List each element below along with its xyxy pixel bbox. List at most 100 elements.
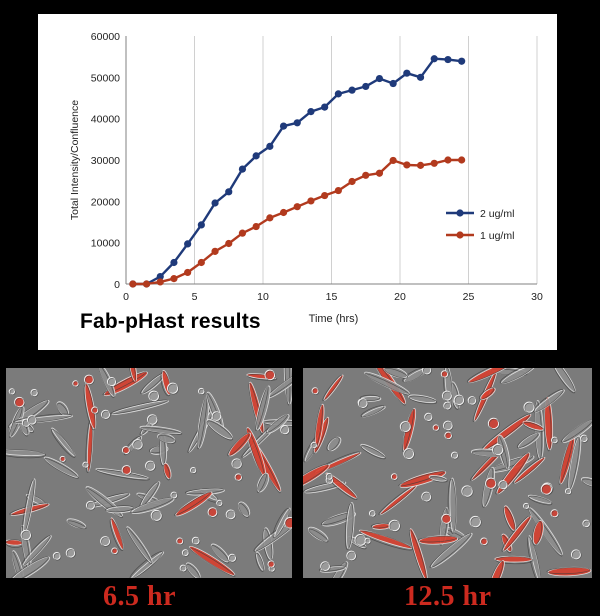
round-cell-edge bbox=[112, 548, 119, 555]
round-cell-edge bbox=[541, 484, 553, 496]
data-point bbox=[334, 90, 342, 98]
cell bbox=[488, 560, 505, 578]
round-cell-edge bbox=[433, 425, 440, 432]
data-point bbox=[211, 247, 219, 255]
round-cell-edge bbox=[441, 371, 449, 379]
data-point bbox=[307, 108, 315, 116]
round-cell-edge bbox=[481, 538, 489, 546]
data-point bbox=[225, 188, 233, 196]
round-cell-edge bbox=[391, 474, 399, 481]
data-point bbox=[321, 191, 329, 200]
caption-12-5-hr: 12.5 hr bbox=[404, 581, 492, 612]
x-axis-title: Time (hrs) bbox=[309, 313, 359, 325]
y-axis-title: Total Intensity/Confluence bbox=[69, 100, 81, 220]
cell bbox=[131, 551, 165, 578]
data-point bbox=[348, 86, 356, 94]
data-point bbox=[307, 197, 315, 205]
round-cell-edge bbox=[192, 537, 201, 546]
cell-edge bbox=[360, 445, 386, 460]
cell-edge bbox=[13, 413, 72, 424]
data-point bbox=[375, 74, 384, 83]
round-cell-edge bbox=[146, 461, 156, 472]
round-cell bbox=[121, 465, 132, 475]
cell-edge bbox=[163, 464, 171, 481]
cell-edge bbox=[466, 368, 516, 383]
data-point bbox=[238, 165, 247, 173]
round-cell bbox=[461, 485, 473, 497]
cell-edge bbox=[384, 368, 409, 379]
cell-edge bbox=[83, 384, 96, 431]
cell-edge bbox=[11, 551, 24, 578]
round-cell bbox=[403, 448, 415, 460]
cell-edge bbox=[528, 508, 563, 557]
cell bbox=[303, 464, 330, 491]
data-point bbox=[334, 186, 342, 195]
round-cell-edge bbox=[208, 508, 219, 518]
cell bbox=[581, 477, 592, 488]
round-cell-edge bbox=[422, 492, 432, 503]
round-cell-edge bbox=[571, 550, 582, 561]
cell-edge bbox=[398, 470, 445, 487]
cell-edge bbox=[160, 371, 171, 397]
round-cell-edge bbox=[180, 565, 188, 573]
round-cell-edge bbox=[122, 466, 132, 476]
x-tick-label: 15 bbox=[326, 291, 338, 303]
legend-marker bbox=[456, 231, 464, 239]
round-cell-edge bbox=[28, 416, 38, 426]
round-cell-edge bbox=[101, 537, 111, 547]
round-cell-edge bbox=[400, 422, 412, 433]
line-chart: 0 10000 20000 30000 40000 50000 60000 0 5 10 15 20 2… bbox=[69, 31, 543, 325]
cell-edge bbox=[303, 464, 329, 490]
round-cell bbox=[100, 409, 111, 420]
data-point bbox=[403, 161, 411, 169]
cell-edge bbox=[516, 432, 539, 449]
round-cell-edge bbox=[499, 481, 509, 490]
round-cell-edge bbox=[217, 500, 224, 507]
micrograph-12-5-hr bbox=[303, 368, 592, 578]
round-cell bbox=[469, 515, 481, 528]
series-line-1 bbox=[132, 158, 462, 286]
round-cell-edge bbox=[86, 501, 96, 511]
cell bbox=[532, 520, 544, 545]
cell-edge bbox=[478, 387, 495, 400]
cell-edge bbox=[158, 434, 176, 444]
data-point bbox=[403, 69, 411, 77]
cell-edge bbox=[284, 368, 291, 406]
cell-edge bbox=[325, 474, 358, 501]
cell-edge bbox=[359, 394, 381, 402]
round-cell-edge bbox=[191, 467, 197, 474]
x-tick-label: 5 bbox=[192, 291, 198, 303]
data-point bbox=[184, 268, 192, 277]
cell-edge bbox=[409, 395, 438, 405]
cell-edge bbox=[211, 545, 230, 564]
round-cell-edge bbox=[31, 389, 39, 397]
round-cell-edge bbox=[442, 514, 452, 525]
round-cell bbox=[540, 483, 553, 495]
cell-edge bbox=[409, 529, 427, 578]
cell-edge bbox=[185, 563, 201, 578]
round-cell-edge bbox=[565, 489, 572, 496]
round-cell-edge bbox=[551, 510, 560, 518]
cell-edge bbox=[247, 374, 278, 381]
round-cell bbox=[364, 537, 371, 544]
cell-edge bbox=[197, 395, 208, 450]
cell-edge bbox=[318, 565, 345, 572]
micrograph-background bbox=[6, 368, 292, 578]
cell-edge bbox=[110, 399, 168, 415]
round-cell-edge bbox=[442, 391, 453, 402]
cell-edge bbox=[256, 473, 267, 493]
data-point bbox=[279, 122, 288, 130]
data-point bbox=[252, 152, 260, 160]
round-cell-edge bbox=[326, 474, 334, 481]
cell-edge bbox=[439, 508, 448, 546]
cell-edge bbox=[543, 397, 552, 452]
data-point bbox=[458, 57, 466, 65]
cell-edge bbox=[499, 368, 535, 384]
round-cell-edge bbox=[404, 449, 415, 460]
round-cell-edge bbox=[445, 432, 453, 440]
cell bbox=[163, 462, 172, 480]
cell-edge bbox=[189, 547, 236, 577]
cell-edge bbox=[328, 561, 347, 578]
round-cell-edge bbox=[281, 426, 290, 435]
cell bbox=[480, 387, 496, 400]
